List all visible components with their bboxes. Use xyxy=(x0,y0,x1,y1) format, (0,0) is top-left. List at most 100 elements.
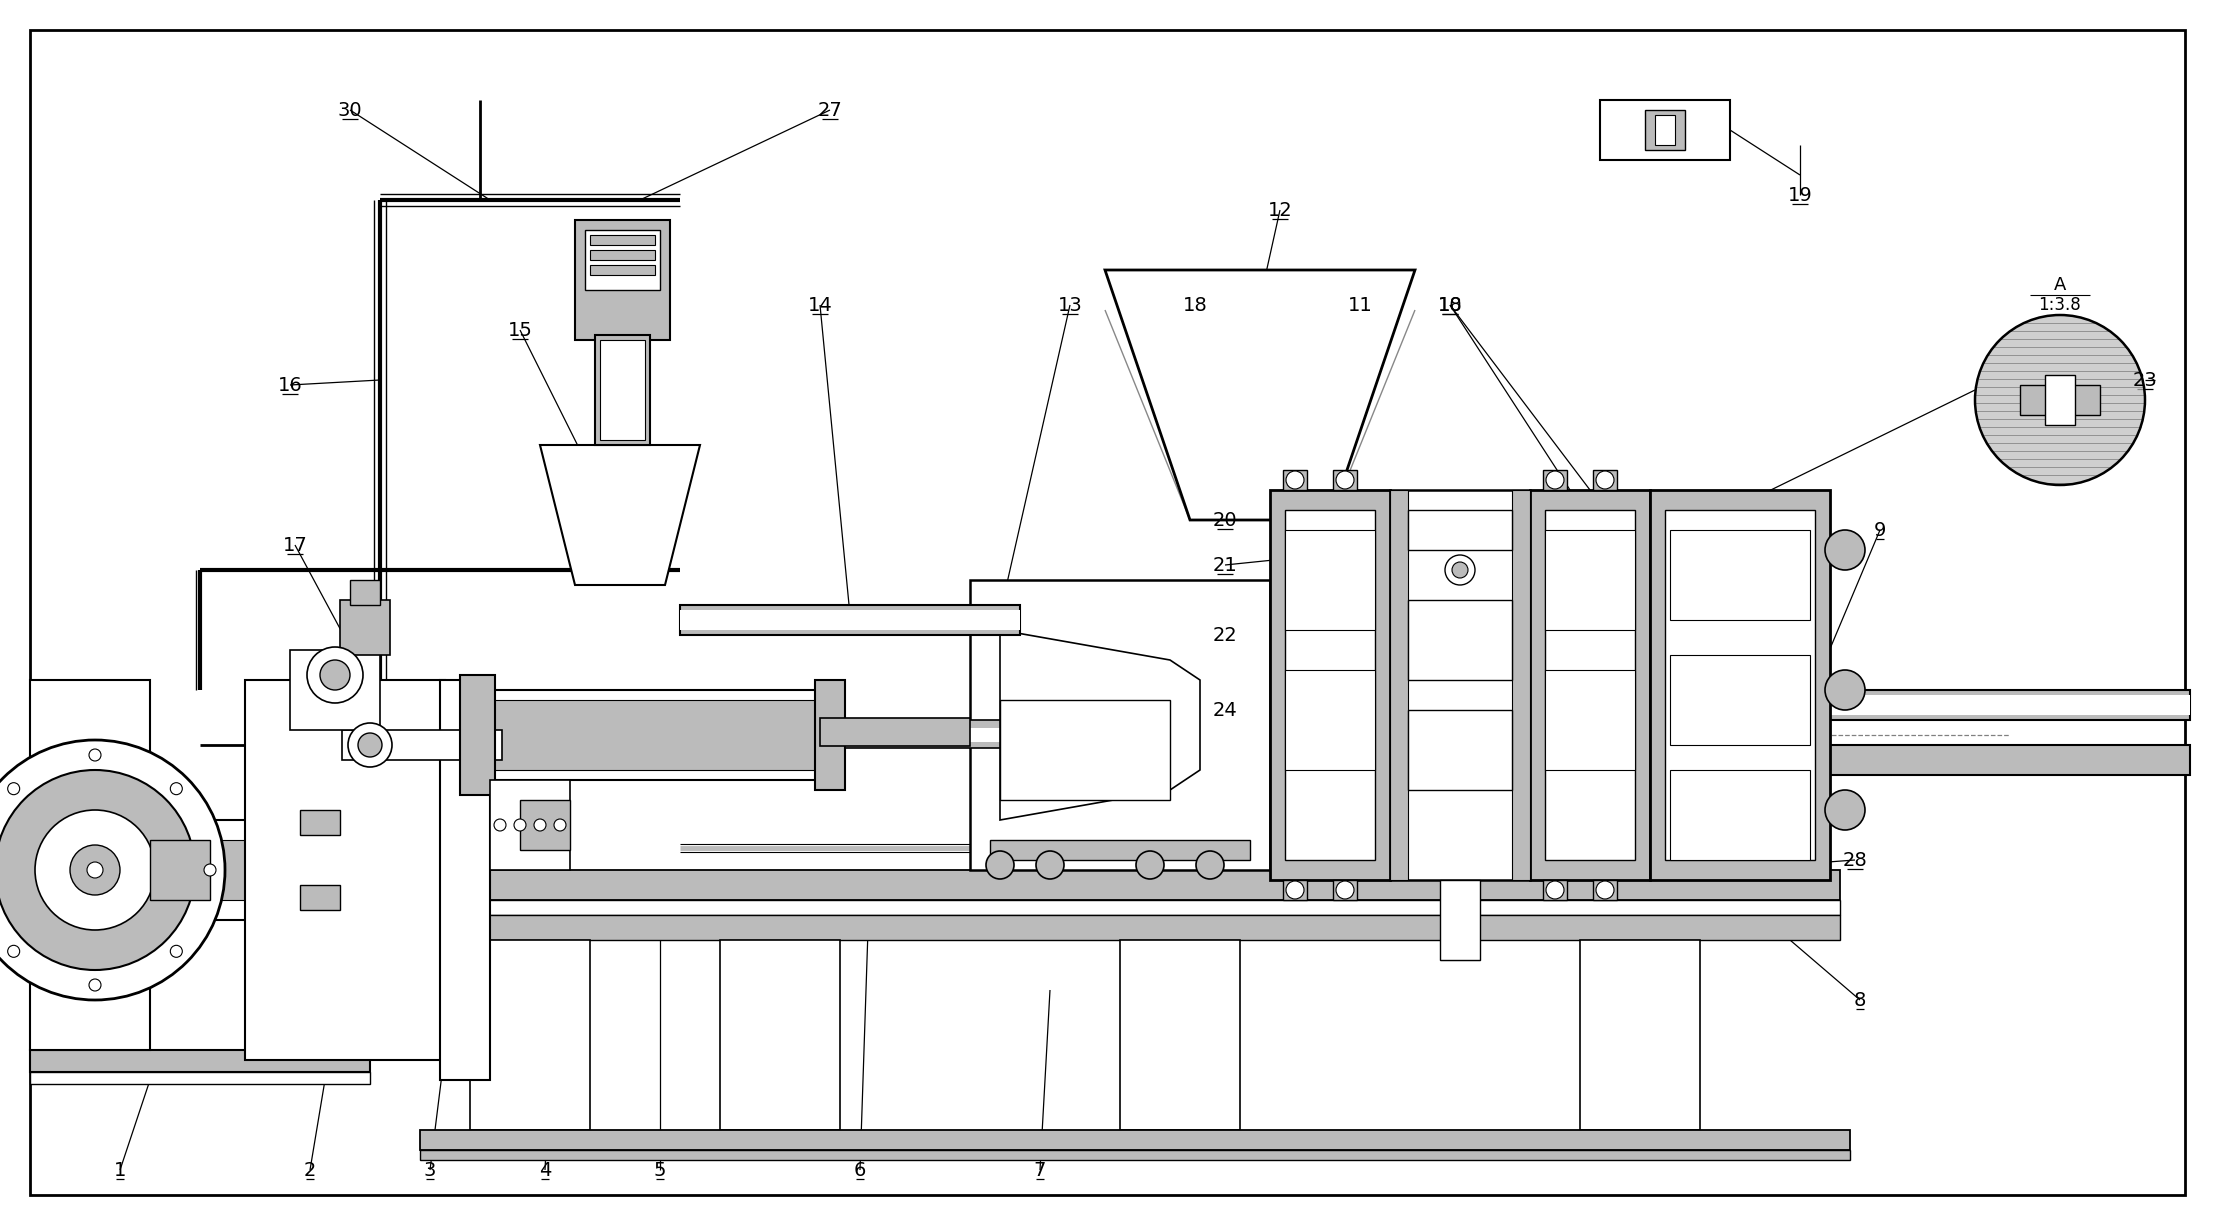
Bar xyxy=(1409,710,1511,790)
Bar xyxy=(440,680,491,1079)
Circle shape xyxy=(1035,851,1064,879)
Bar xyxy=(1284,530,1375,630)
Bar xyxy=(1284,510,1375,860)
Bar xyxy=(1511,490,1531,880)
Bar xyxy=(431,900,1840,915)
Bar xyxy=(1333,880,1358,900)
Text: 30: 30 xyxy=(338,101,362,119)
Bar xyxy=(720,939,840,1130)
Bar xyxy=(2020,386,2100,415)
Circle shape xyxy=(89,749,100,761)
Bar xyxy=(351,580,380,605)
Bar xyxy=(420,1149,1851,1160)
Bar xyxy=(1271,490,1391,880)
Bar xyxy=(1391,490,1409,880)
Bar xyxy=(342,729,502,760)
Circle shape xyxy=(171,946,182,958)
Bar xyxy=(1282,470,1307,490)
Text: 6: 6 xyxy=(853,1160,867,1180)
Bar xyxy=(31,1072,371,1084)
Circle shape xyxy=(1444,555,1475,585)
Bar xyxy=(1531,490,1651,880)
Text: 20: 20 xyxy=(1213,511,1238,529)
Text: 27: 27 xyxy=(818,101,842,119)
Bar xyxy=(151,840,211,900)
Polygon shape xyxy=(1000,630,1200,820)
Circle shape xyxy=(307,647,362,702)
Text: 18: 18 xyxy=(1438,296,1462,314)
Bar xyxy=(460,675,496,795)
Circle shape xyxy=(87,862,102,878)
Text: 23: 23 xyxy=(2133,371,2158,389)
Text: 13: 13 xyxy=(1058,296,1082,314)
Bar xyxy=(1284,670,1375,770)
Text: 2: 2 xyxy=(304,1160,316,1180)
Circle shape xyxy=(1547,472,1564,489)
Text: 9: 9 xyxy=(1873,521,1886,539)
Circle shape xyxy=(1195,851,1224,879)
Circle shape xyxy=(349,723,391,768)
Circle shape xyxy=(171,782,182,795)
Bar xyxy=(211,820,340,920)
Circle shape xyxy=(89,979,100,991)
Bar xyxy=(1593,470,1618,490)
Text: 15: 15 xyxy=(507,321,533,339)
Bar xyxy=(2044,375,2075,425)
Bar xyxy=(971,580,1271,869)
Bar xyxy=(595,335,651,445)
Bar xyxy=(420,1130,1851,1149)
Circle shape xyxy=(553,819,567,831)
Bar xyxy=(491,700,820,770)
Text: 12: 12 xyxy=(1267,200,1293,220)
Circle shape xyxy=(7,782,20,795)
Text: 16: 16 xyxy=(278,376,302,394)
Circle shape xyxy=(7,946,20,958)
Text: 1: 1 xyxy=(113,1160,127,1180)
Polygon shape xyxy=(1104,270,1415,519)
Bar xyxy=(1542,470,1567,490)
Circle shape xyxy=(71,845,120,895)
Circle shape xyxy=(987,851,1013,879)
Bar xyxy=(1600,99,1731,160)
Text: A: A xyxy=(2053,276,2066,293)
Bar xyxy=(1000,700,1171,799)
Bar xyxy=(1831,695,2191,715)
Circle shape xyxy=(204,865,216,876)
Text: 7: 7 xyxy=(1033,1160,1047,1180)
Bar xyxy=(1409,510,1511,550)
Bar xyxy=(491,690,820,780)
Bar xyxy=(600,340,644,440)
Circle shape xyxy=(1451,562,1469,578)
Circle shape xyxy=(358,733,382,756)
Bar xyxy=(844,720,1044,748)
Bar xyxy=(1544,670,1635,770)
Polygon shape xyxy=(1975,316,2144,485)
Bar xyxy=(520,799,571,850)
Circle shape xyxy=(1824,790,1864,830)
Circle shape xyxy=(1335,472,1353,489)
Text: 14: 14 xyxy=(807,296,833,314)
Circle shape xyxy=(493,819,507,831)
Circle shape xyxy=(320,659,351,690)
Bar xyxy=(591,265,655,275)
Bar xyxy=(1120,939,1240,1130)
Circle shape xyxy=(36,810,156,930)
Circle shape xyxy=(513,819,527,831)
Bar xyxy=(31,680,151,1050)
Text: 3: 3 xyxy=(424,1160,436,1180)
Bar xyxy=(1544,530,1635,630)
Text: 24: 24 xyxy=(1213,700,1238,720)
Bar xyxy=(680,605,1020,635)
Bar xyxy=(471,939,591,1130)
Bar xyxy=(1391,490,1531,880)
Bar xyxy=(1831,745,2191,775)
Text: 21: 21 xyxy=(1213,555,1238,575)
Bar xyxy=(584,230,660,290)
Circle shape xyxy=(0,740,224,1000)
Bar xyxy=(1651,490,1831,880)
Bar xyxy=(1282,880,1307,900)
Text: 8: 8 xyxy=(1853,991,1866,1009)
Circle shape xyxy=(0,770,196,970)
Circle shape xyxy=(1135,851,1164,879)
Bar xyxy=(340,600,391,655)
